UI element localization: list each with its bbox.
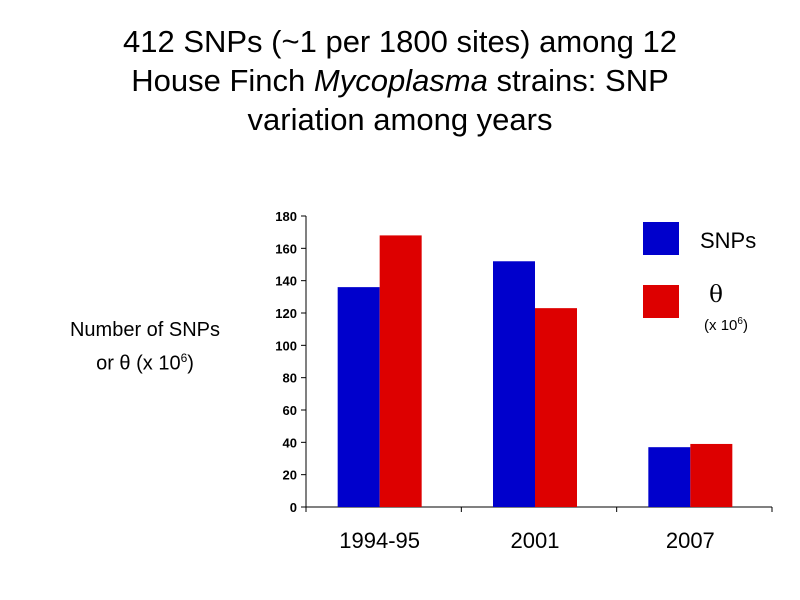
title-line-1: 412 SNPs (~1 per 1800 sites) among 12 bbox=[122, 24, 678, 59]
title-line-2-start: House Finch bbox=[131, 63, 314, 98]
legend-label-theta: θ bbox=[709, 282, 723, 308]
y-tick-label: 140 bbox=[275, 274, 297, 289]
title-line-2-italic: Mycoplasma bbox=[313, 63, 488, 98]
y-tick-label: 80 bbox=[283, 371, 297, 386]
title-line-2-end: strains: SNP bbox=[487, 63, 669, 98]
y-axis-label-line-2-close: ) bbox=[187, 352, 194, 375]
title-line-2: House Finch Mycoplasma strains: SNP bbox=[0, 61, 800, 100]
bar-theta-2001 bbox=[535, 308, 577, 507]
chart-title: 412 SNPs (~1 per 1800 sites) among 12 Ho… bbox=[0, 22, 800, 139]
legend-label-snps: SNPs bbox=[700, 228, 756, 253]
x-tick-label: 2001 bbox=[511, 528, 560, 553]
y-axis-label: Number of SNPs or θ (x 106) bbox=[40, 316, 250, 378]
legend-theta-scale-exponent: 6 bbox=[737, 316, 743, 327]
x-tick-label: 1994-95 bbox=[339, 528, 420, 553]
y-axis-label-line-2-text: or θ (x 10 bbox=[96, 352, 181, 375]
y-axis-label-exponent: 6 bbox=[180, 351, 188, 365]
bar-snps-2001 bbox=[493, 261, 535, 507]
y-tick-label: 60 bbox=[283, 403, 297, 418]
bar-theta-2007 bbox=[690, 443, 733, 507]
bar-snps-1994-95 bbox=[337, 287, 380, 507]
y-tick-label: 0 bbox=[290, 500, 297, 515]
legend-theta-scale: (x 106) bbox=[704, 316, 748, 334]
y-tick-label: 120 bbox=[275, 306, 297, 321]
bar-theta-1994-95 bbox=[379, 235, 422, 507]
bar-snps-2007 bbox=[648, 447, 691, 507]
y-tick-label: 160 bbox=[275, 241, 297, 256]
legend-swatch-snps bbox=[643, 222, 679, 255]
y-axis-label-line-2: or θ (x 106) bbox=[40, 344, 250, 378]
y-tick-label: 100 bbox=[275, 338, 297, 353]
y-axis-label-line-1: Number of SNPs bbox=[69, 319, 221, 341]
y-tick-label: 40 bbox=[283, 435, 297, 450]
title-line-3: variation among years bbox=[247, 102, 553, 137]
legend-theta-scale-close: ) bbox=[743, 317, 748, 334]
legend-theta-scale-text: (x 10 bbox=[704, 317, 737, 334]
y-tick-label: 20 bbox=[283, 468, 297, 483]
legend-swatch-theta bbox=[643, 285, 679, 318]
y-tick-label: 180 bbox=[275, 209, 297, 224]
x-tick-label: 2007 bbox=[666, 528, 715, 553]
